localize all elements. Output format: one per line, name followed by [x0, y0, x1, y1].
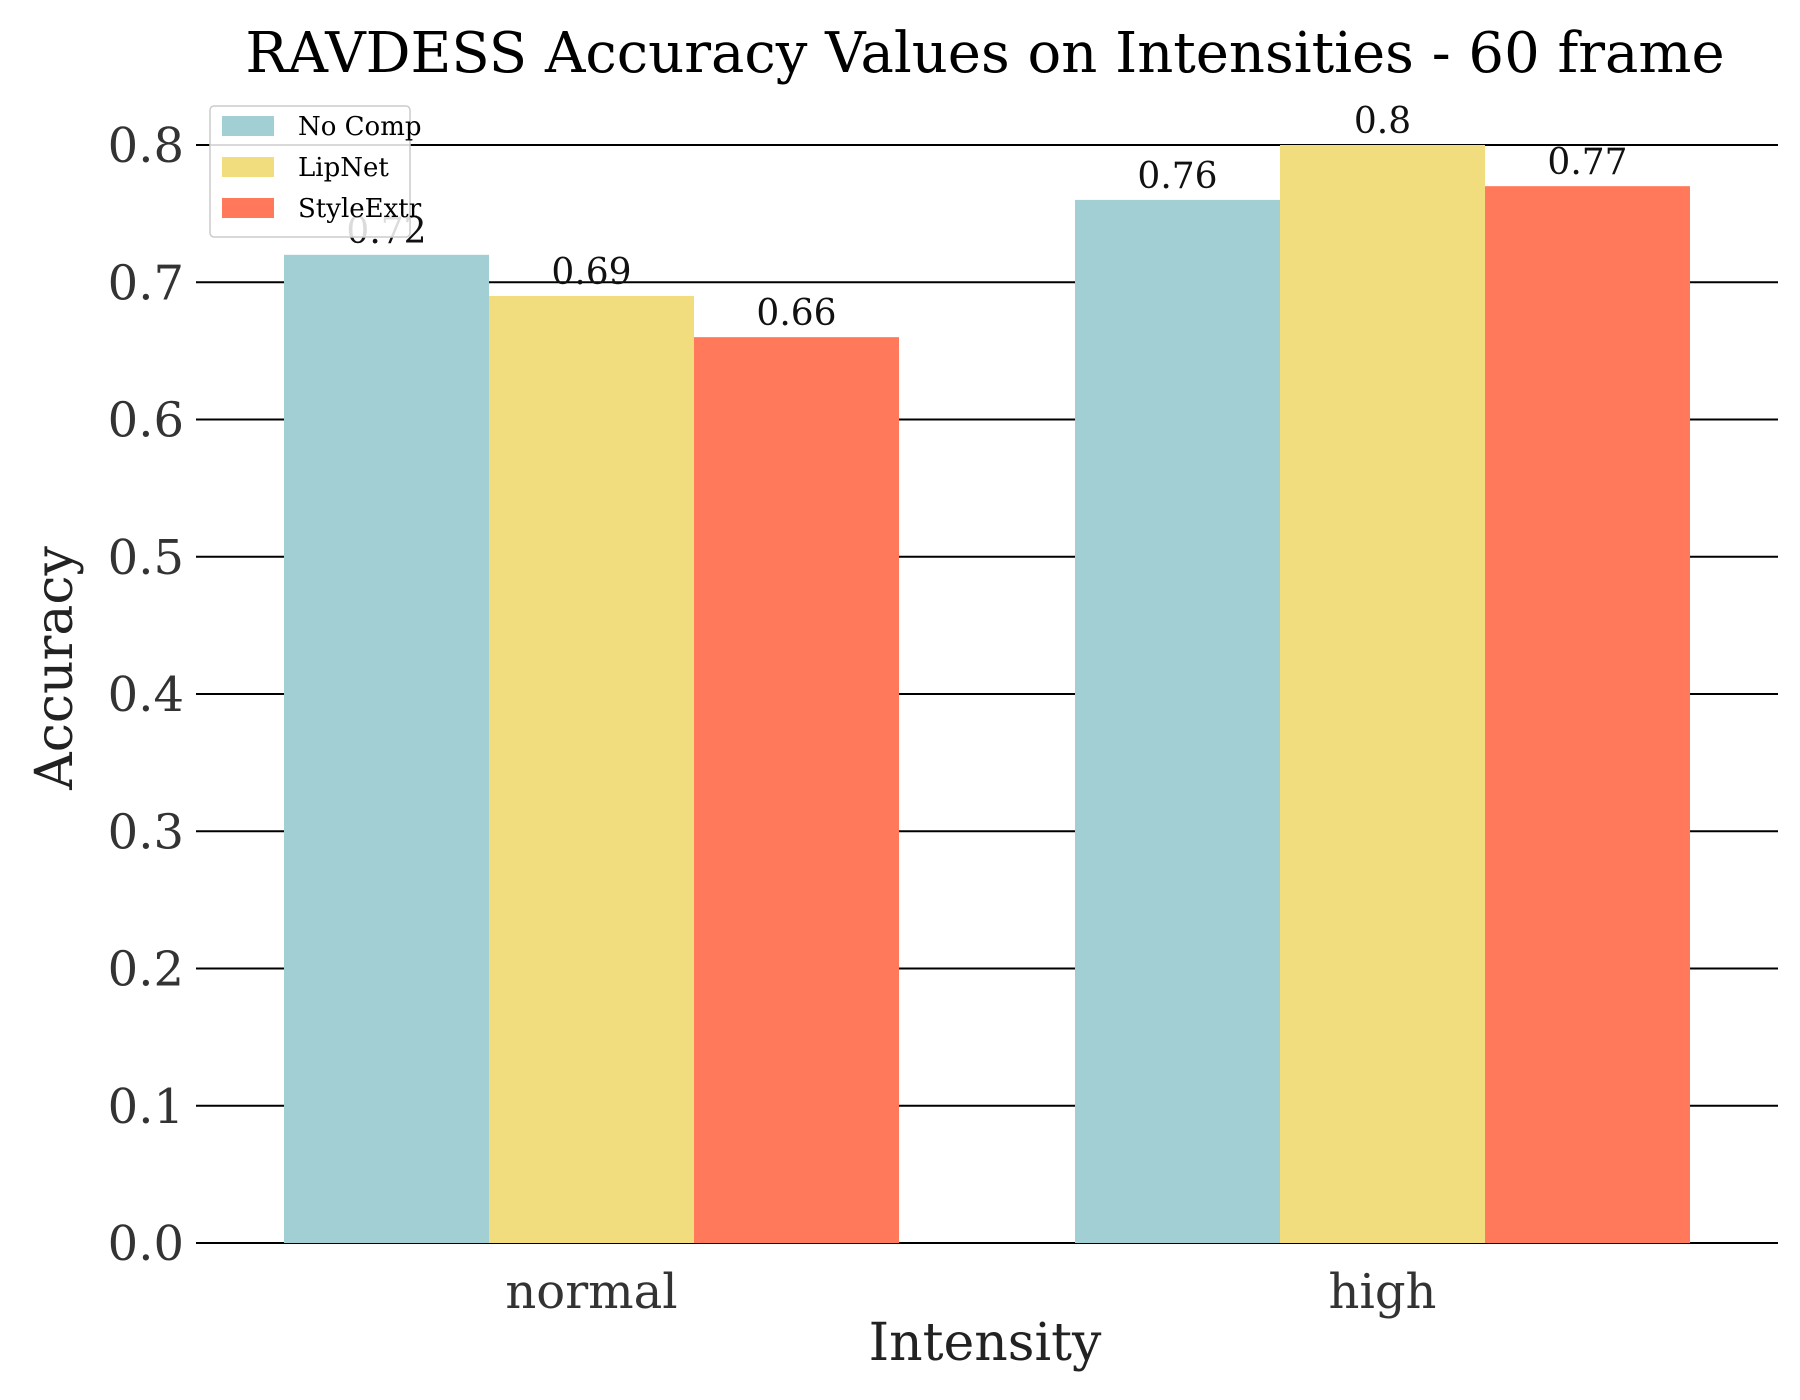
bar-high-styleextr	[1485, 186, 1690, 1243]
y-tick-label: 0.2	[108, 942, 184, 998]
bar-high-lipnet	[1280, 145, 1485, 1243]
legend-label: StyleExtr	[298, 194, 422, 224]
legend-swatch-lipnet	[222, 157, 274, 177]
bars	[284, 145, 1690, 1244]
bar-normal-styleextr	[694, 337, 899, 1243]
y-tick-label: 0.8	[108, 118, 184, 174]
legend: No Comp LipNet StyleExtr	[209, 105, 422, 238]
bar-normal-no-comp	[284, 254, 489, 1244]
x-axis-label: Intensity	[869, 1313, 1102, 1373]
x-tick-label-high: high	[1329, 1264, 1437, 1320]
y-tick-label: 0.0	[108, 1216, 184, 1272]
data-label: 0.77	[1547, 142, 1627, 183]
legend-label: No Comp	[298, 112, 422, 142]
x-tick-label-normal: normal	[505, 1264, 677, 1320]
y-tick-label: 0.5	[108, 530, 184, 586]
y-axis-label: Accuracy	[25, 546, 85, 791]
y-tick-label: 0.7	[108, 255, 184, 311]
data-label: 0.69	[551, 252, 631, 293]
legend-label: LipNet	[298, 153, 389, 183]
bar-high-no-comp	[1075, 199, 1280, 1243]
legend-swatch-styleextr	[222, 198, 274, 218]
data-label: 0.8	[1354, 101, 1411, 142]
data-label: 0.76	[1137, 156, 1217, 197]
data-labels: 0.720.690.660.760.80.77	[346, 101, 1627, 334]
data-label: 0.66	[756, 293, 836, 334]
legend-swatch-no-comp	[222, 116, 274, 136]
chart-title: RAVDESS Accuracy Values on Intensities -…	[245, 21, 1724, 86]
y-tick-label: 0.1	[108, 1079, 184, 1135]
bar-normal-lipnet	[489, 295, 694, 1244]
y-tick-label: 0.4	[108, 667, 184, 723]
axis-ticks: 0.0 0.1 0.2 0.3 0.4 0.5 0.6 0.7 0.8 normal high	[108, 118, 1437, 1320]
y-tick-label: 0.6	[108, 393, 184, 449]
y-tick-label: 0.3	[108, 804, 184, 860]
